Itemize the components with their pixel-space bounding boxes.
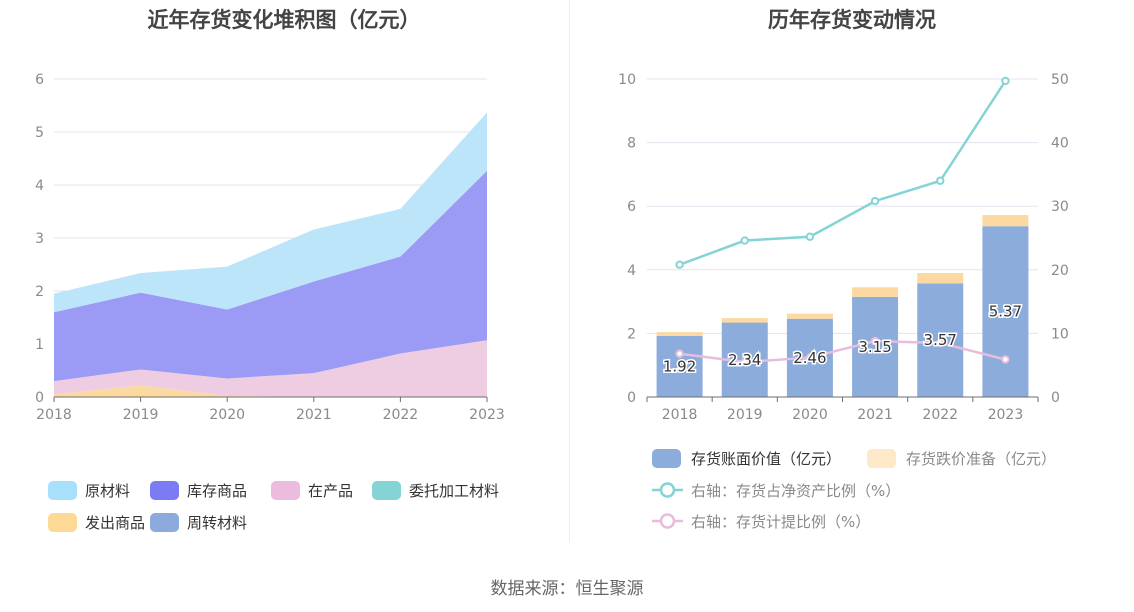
legend-label: 发出商品 bbox=[85, 514, 145, 532]
area-series-0 bbox=[54, 385, 487, 397]
legend-label: 原材料 bbox=[85, 482, 130, 500]
y-right-tick-label: 50 bbox=[1051, 72, 1069, 88]
left-chart-title: 近年存货变化堆积图（亿元） bbox=[147, 8, 421, 32]
x-tick-label: 2022 bbox=[383, 407, 419, 423]
bar-value-label: 5.37 bbox=[989, 303, 1022, 321]
line-point bbox=[805, 353, 815, 362]
x-tick-label: 2018 bbox=[662, 407, 698, 423]
legend-swatch bbox=[150, 513, 179, 532]
bar-impairment-reserve bbox=[917, 272, 964, 284]
bar-book-value bbox=[656, 335, 703, 397]
bar-impairment-reserve bbox=[982, 215, 1029, 227]
x-tick-label: 2019 bbox=[727, 407, 763, 423]
line-series-1 bbox=[679, 339, 1006, 364]
area-series-2 bbox=[54, 170, 487, 382]
bar-impairment-reserve bbox=[786, 313, 833, 319]
bar-book-value bbox=[982, 226, 1029, 397]
line-point bbox=[1001, 355, 1010, 364]
y-right-tick-label: 20 bbox=[1051, 263, 1069, 279]
legend-swatch bbox=[48, 481, 77, 500]
bar-value-label: 2.46 bbox=[793, 349, 826, 367]
bar-value-label: 3.57 bbox=[924, 331, 957, 349]
stacked-area-chart: 0 1 2 3 4 5 6 2018 2019 2020 2021 2022 2023 原材料 库存商品 在产… bbox=[35, 72, 505, 532]
bar-line-chart-panel: 历年存货变动情况 0 2 4 6 8 10 0 10 20 30 40 50 2018 2019 2020 2… bbox=[570, 0, 1134, 545]
legend-label: 在产品 bbox=[308, 482, 353, 500]
legend-label: 存货账面价值（亿元） bbox=[691, 450, 841, 468]
legend-swatch bbox=[867, 449, 896, 468]
line-point bbox=[675, 260, 684, 269]
bar-impairment-reserve bbox=[656, 332, 703, 336]
bar-book-value bbox=[852, 296, 899, 397]
legend-label: 周转材料 bbox=[187, 514, 247, 532]
x-tick-label: 2020 bbox=[209, 407, 245, 423]
y-left-tick-label: 4 bbox=[627, 263, 636, 279]
y-right-tick-label: 30 bbox=[1051, 199, 1069, 215]
y-left-tick-label: 0 bbox=[627, 390, 636, 406]
x-tick-label: 2019 bbox=[123, 407, 159, 423]
y-tick-label: 4 bbox=[35, 178, 44, 194]
line-point bbox=[675, 349, 684, 358]
x-tick-label: 2023 bbox=[988, 407, 1024, 423]
line-point bbox=[1001, 76, 1010, 86]
bar-impairment-reserve bbox=[721, 318, 768, 323]
legend-label: 委托加工材料 bbox=[409, 482, 499, 500]
line-point bbox=[740, 236, 749, 245]
y-tick-label: 1 bbox=[35, 337, 44, 353]
line-point bbox=[936, 176, 945, 185]
legend-label: 右轴：存货计提比例（%） bbox=[691, 513, 870, 531]
area-series-1 bbox=[54, 340, 487, 397]
y-tick-label: 6 bbox=[35, 72, 44, 88]
y-tick-label: 3 bbox=[35, 231, 44, 247]
y-right-tick-label: 40 bbox=[1051, 136, 1069, 152]
legend-marker bbox=[659, 513, 676, 529]
line-series-0 bbox=[679, 80, 1007, 266]
x-tick-label: 2023 bbox=[469, 407, 505, 423]
legend-label: 存货跌价准备（亿元） bbox=[906, 450, 1056, 468]
bar-line-chart: 0 2 4 6 8 10 0 10 20 30 40 50 2018 2019 2020 2021 2022 20… bbox=[618, 72, 1069, 531]
y-left-tick-label: 6 bbox=[627, 199, 636, 215]
legend-marker bbox=[659, 482, 676, 498]
bar-value-label: 2.34 bbox=[728, 351, 761, 369]
bar-value-label: 3.15 bbox=[858, 338, 891, 356]
stacked-area-chart-panel: 近年存货变化堆积图（亿元） 0 1 2 3 4 5 6 2018 2019 2020 2021 202… bbox=[0, 0, 568, 545]
x-tick-label: 2020 bbox=[792, 407, 828, 423]
legend-swatch bbox=[48, 513, 77, 532]
legend-swatch bbox=[652, 449, 681, 468]
bar-impairment-reserve bbox=[852, 287, 899, 297]
x-tick-label: 2018 bbox=[36, 407, 72, 423]
legend-label: 库存商品 bbox=[187, 482, 247, 500]
area-series-3 bbox=[54, 112, 487, 313]
line-point bbox=[740, 357, 749, 367]
y-left-tick-label: 10 bbox=[618, 72, 636, 88]
y-left-tick-label: 2 bbox=[627, 326, 636, 342]
right-chart-title: 历年存货变动情况 bbox=[768, 8, 936, 32]
line-point bbox=[870, 196, 880, 206]
y-tick-label: 0 bbox=[35, 390, 44, 406]
legend-label: 右轴：存货占净资产比例（%） bbox=[691, 482, 900, 500]
y-right-tick-label: 0 bbox=[1051, 390, 1060, 406]
line-point bbox=[805, 232, 815, 241]
legend-swatch bbox=[271, 481, 300, 500]
legend-swatch bbox=[150, 481, 179, 500]
panel-divider bbox=[569, 0, 570, 542]
legend-swatch bbox=[372, 481, 401, 500]
line-point bbox=[870, 336, 880, 346]
bar-value-label: 1.92 bbox=[663, 357, 696, 375]
line-point bbox=[936, 338, 945, 348]
x-tick-label: 2021 bbox=[857, 407, 893, 423]
y-tick-label: 5 bbox=[35, 125, 44, 141]
y-tick-label: 2 bbox=[35, 284, 44, 300]
x-tick-label: 2021 bbox=[296, 407, 332, 423]
y-left-tick-label: 8 bbox=[627, 136, 636, 152]
y-right-tick-label: 10 bbox=[1051, 326, 1069, 342]
x-tick-label: 2022 bbox=[922, 407, 958, 423]
data-source-note: 数据来源：恒生聚源 bbox=[490, 579, 644, 599]
